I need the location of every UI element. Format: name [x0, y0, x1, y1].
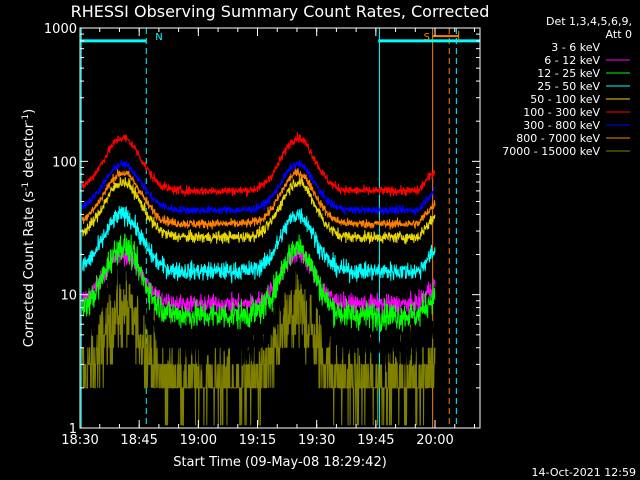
plot-frame [79, 27, 481, 429]
series-line-2 [81, 233, 436, 332]
series-line-3 [82, 205, 436, 284]
x-tick-label-1: 18:45 [120, 433, 157, 448]
legend-header-1: Det 1,3,4,5,6,9, [546, 15, 632, 28]
series-line-8 [81, 251, 436, 426]
axes: 18:30 18:45 19:00 19:15 19:30 19:45 20:00 1 10 10… [44, 22, 480, 448]
y-tick-label-2: 100 [52, 155, 77, 170]
x-tick-label-5: 19:45 [357, 433, 394, 448]
legend-label-6: 300 - 800 keV [523, 119, 600, 132]
x-tick-label-2: 19:00 [180, 433, 217, 448]
x-tick-label-0: 18:30 [61, 433, 98, 448]
legend-label-3: 25 - 50 keV [537, 80, 600, 93]
legend-label-1: 6 - 12 keV [544, 54, 600, 67]
y-tick-label-3: 1000 [44, 22, 77, 37]
night-label: N [155, 32, 162, 43]
legend-header-2: Att 0 [606, 28, 632, 41]
legend-label-5: 100 - 300 keV [523, 106, 600, 119]
y-tick-label-0: 1 [69, 422, 77, 437]
series-line-0 [81, 246, 436, 372]
timestamp: 14-Oct-2021 12:59 [532, 466, 636, 479]
legend-label-2: 12 - 25 keV [537, 67, 600, 80]
series-line-6 [81, 159, 436, 216]
legend-label-4: 50 - 100 keV [530, 93, 600, 106]
series-line-7 [81, 166, 436, 230]
series-line-1 [81, 244, 436, 318]
y-axis-label-end: ) [22, 109, 37, 114]
y-tick-label-1: 10 [60, 289, 77, 304]
legend-label-0: 3 - 6 keV [551, 41, 600, 54]
y-axis-label-sup2: -1 [21, 114, 31, 123]
series-line-4 [81, 176, 436, 245]
x-tick-label-6: 20:00 [416, 433, 453, 448]
x-tick-label-3: 19:15 [239, 433, 276, 448]
legend-label-7: 800 - 7000 keV [516, 132, 600, 145]
y-axis-label-mid: detector [22, 122, 37, 182]
x-axis-label: Start Time (09-May-08 18:29:42) [173, 455, 387, 470]
chart-title: RHESSI Observing Summary Count Rates, Co… [71, 2, 490, 21]
y-axis-label-main: Corrected Count Rate (s [22, 191, 37, 348]
series-line-5 [81, 132, 436, 198]
y-axis-label-sup1: -1 [21, 182, 31, 191]
x-tick-label-4: 19:30 [298, 433, 335, 448]
saa-label: S [424, 32, 430, 43]
y-axis-label: Corrected Count Rate (s-1 detector-1) [21, 109, 37, 347]
legend-label-8: 7000 - 15000 keV [502, 145, 600, 158]
